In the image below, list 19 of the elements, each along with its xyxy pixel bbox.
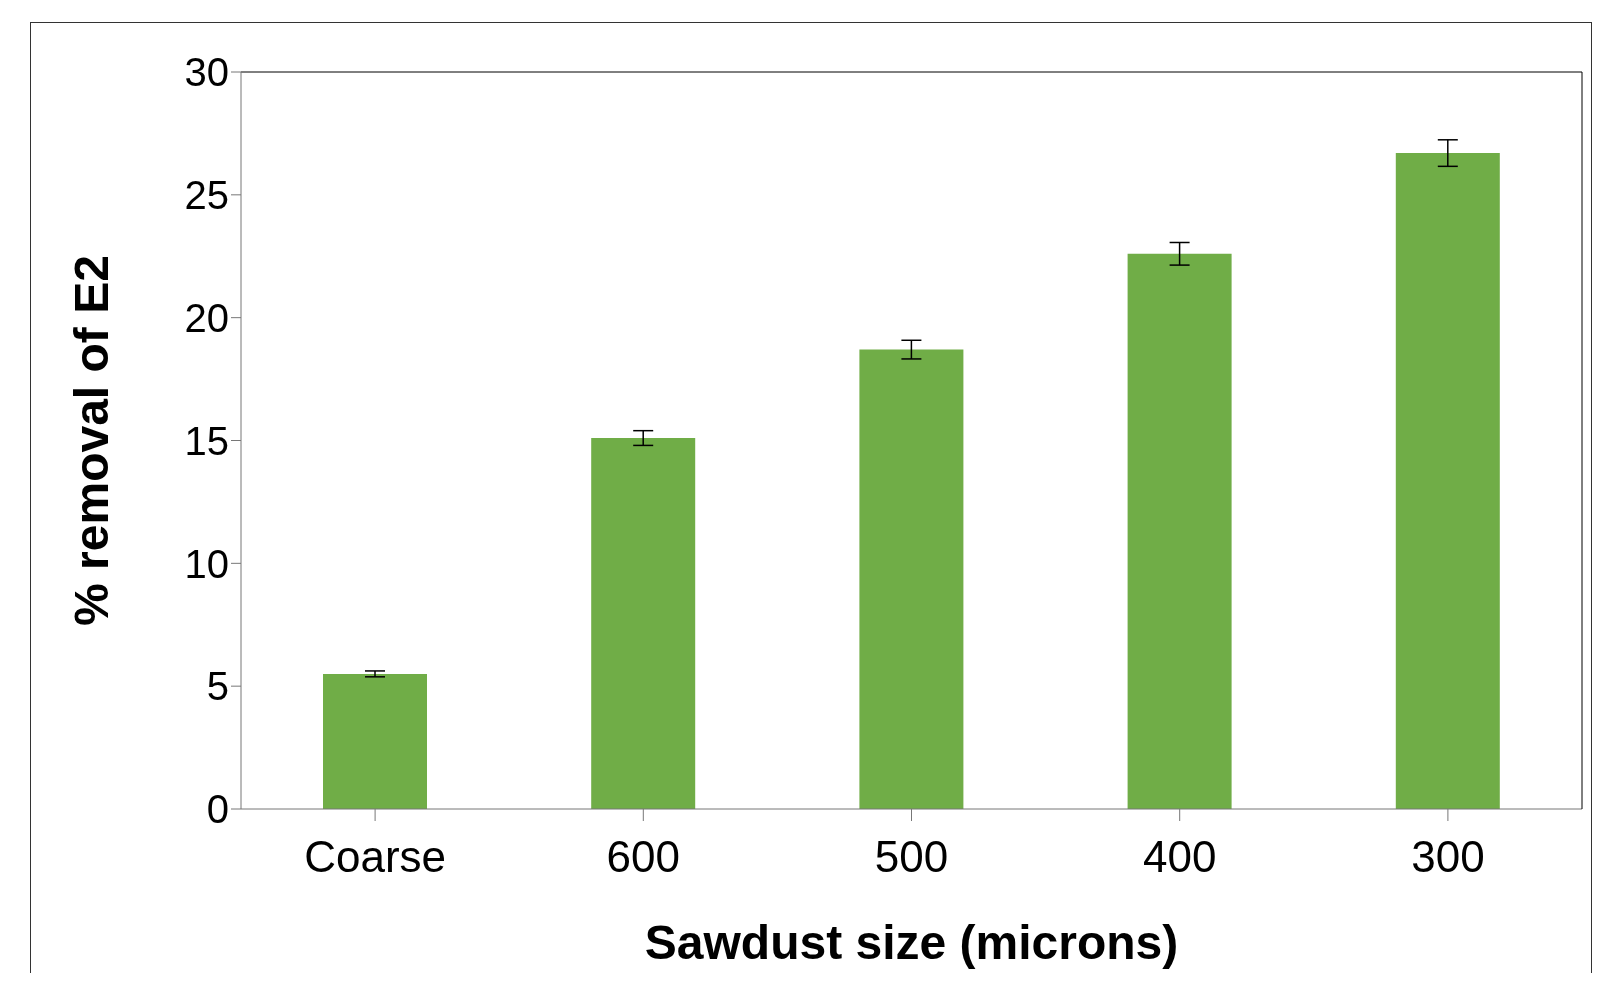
y-axis-title: % removal of E2 bbox=[65, 255, 119, 626]
y-tick-label: 30 bbox=[184, 50, 229, 95]
x-tick-label: 300 bbox=[1411, 832, 1485, 882]
bar bbox=[323, 673, 427, 809]
y-tick-label: 10 bbox=[184, 541, 229, 586]
y-tick-label: 0 bbox=[206, 787, 229, 832]
y-tick-label: 25 bbox=[184, 173, 229, 218]
bar bbox=[1395, 153, 1500, 809]
x-axis-title: Sawdust size (microns) bbox=[644, 916, 1179, 969]
bar bbox=[591, 438, 696, 809]
x-tick-label: 600 bbox=[606, 832, 681, 882]
y-tick-label: 5 bbox=[206, 664, 229, 709]
x-tick-label: 500 bbox=[874, 832, 949, 882]
x-tick-label: 400 bbox=[1142, 832, 1217, 882]
bar bbox=[1127, 253, 1232, 809]
bar bbox=[859, 349, 964, 809]
y-tick-label: 15 bbox=[184, 418, 229, 463]
y-tick-label: 20 bbox=[184, 295, 229, 340]
x-tick-label: Coarse bbox=[304, 832, 447, 882]
